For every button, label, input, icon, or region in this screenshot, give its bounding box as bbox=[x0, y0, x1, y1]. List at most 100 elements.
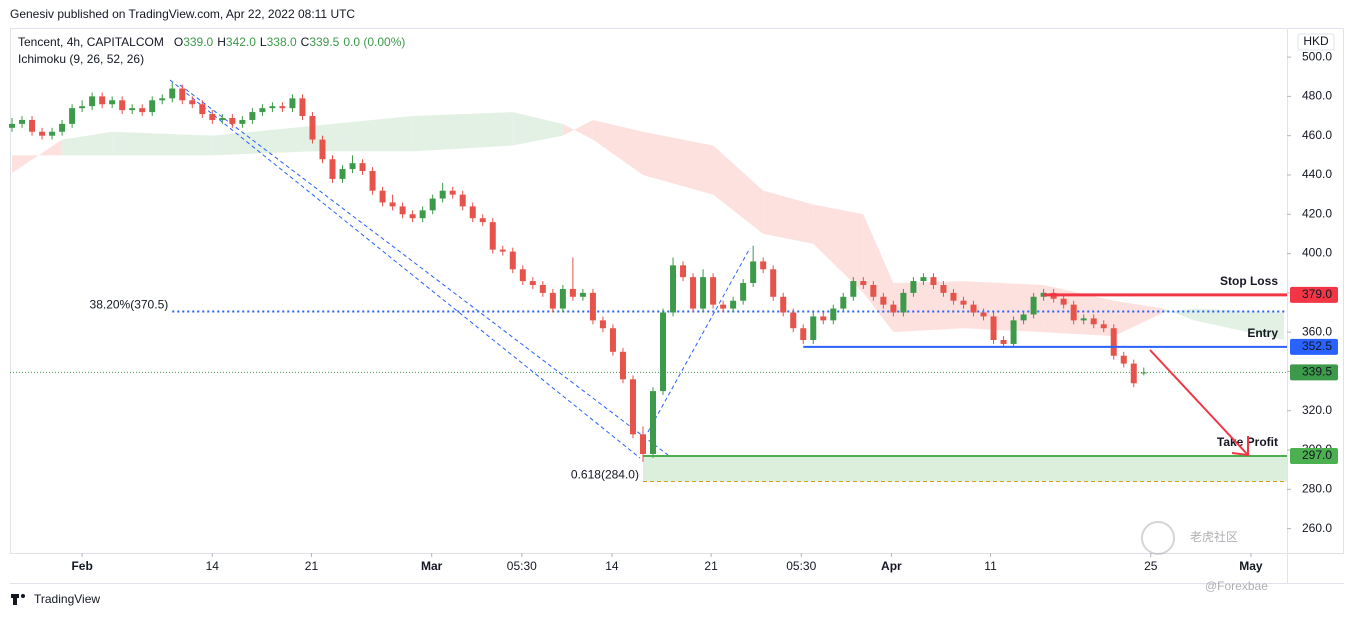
ichimoku-cloud bbox=[642, 131, 714, 195]
y-tick-label: 420.0 bbox=[1302, 206, 1332, 220]
candle-body bbox=[1080, 318, 1087, 321]
candle-body bbox=[750, 261, 757, 284]
candle-body bbox=[339, 169, 346, 179]
candle-body bbox=[619, 351, 626, 380]
candle-body bbox=[79, 106, 86, 109]
price-badge bbox=[1290, 286, 1338, 303]
fib-label: 38.20%(370.5) bbox=[90, 298, 169, 312]
candle-body bbox=[710, 277, 717, 305]
candle-body bbox=[429, 198, 436, 211]
candle-body bbox=[880, 296, 887, 305]
candle-body bbox=[149, 100, 156, 113]
ohlc-change: 0.0 (0.00%) bbox=[343, 35, 405, 49]
level-name: Entry bbox=[1247, 326, 1278, 340]
candle-body bbox=[179, 88, 186, 101]
symbol-legend: Tencent, 4h, CAPITALCOM O339.0 H342.0 L338.… bbox=[18, 35, 405, 49]
watermark-name: 老虎社区 bbox=[1190, 529, 1238, 544]
ohlc-value: 339.5 bbox=[309, 35, 339, 49]
candle-body bbox=[670, 265, 677, 313]
x-tick-label: 05:30 bbox=[786, 559, 816, 573]
candle-body bbox=[489, 222, 496, 250]
x-tick-label: 25 bbox=[1144, 559, 1158, 573]
candle-body bbox=[449, 190, 456, 195]
candle-body bbox=[850, 281, 857, 297]
candle-body bbox=[539, 284, 546, 293]
candle-body bbox=[469, 206, 476, 219]
candle-body bbox=[479, 218, 486, 223]
candle-body bbox=[920, 277, 927, 282]
symbol: Tencent, 4h, CAPITALCOM bbox=[18, 35, 164, 49]
currency-box bbox=[1297, 33, 1335, 51]
ohlc-key: H bbox=[217, 35, 226, 49]
target-arrow bbox=[1149, 349, 1249, 457]
candle-body bbox=[1070, 304, 1077, 321]
candle-body bbox=[9, 123, 16, 128]
candle-body bbox=[439, 190, 446, 199]
candle-body bbox=[1030, 296, 1037, 315]
candle-body bbox=[680, 265, 687, 278]
candle-body bbox=[1020, 314, 1027, 321]
candle-body bbox=[239, 119, 246, 124]
candle-body bbox=[599, 320, 606, 329]
price-badge bbox=[1290, 364, 1338, 381]
price-badge-label: 297.0 bbox=[1302, 448, 1332, 462]
candle-body bbox=[780, 296, 787, 313]
candle-body bbox=[579, 292, 586, 297]
ohlc-value: 339.0 bbox=[183, 35, 213, 49]
candle-body bbox=[660, 312, 667, 392]
candle-body bbox=[700, 277, 707, 309]
x-tick-label: Apr bbox=[881, 559, 902, 573]
candle-body bbox=[189, 100, 196, 105]
price-badge bbox=[1290, 447, 1338, 464]
price-badge-label: 352.5 bbox=[1302, 339, 1332, 353]
candle-body bbox=[369, 171, 376, 191]
ichimoku-cloud bbox=[1193, 308, 1284, 341]
ichimoku-cloud bbox=[763, 190, 814, 244]
candle-body bbox=[389, 202, 396, 207]
ichimoku-cloud bbox=[562, 119, 593, 140]
candle-body bbox=[800, 328, 807, 341]
candle-body bbox=[589, 292, 596, 321]
currency: HKD bbox=[1303, 34, 1329, 48]
ohlc-key: L bbox=[260, 35, 267, 49]
candle-body bbox=[890, 304, 897, 313]
ichimoku-cloud bbox=[813, 204, 864, 293]
candle-body bbox=[569, 288, 576, 297]
candle-body bbox=[399, 206, 406, 215]
candle-body bbox=[229, 117, 236, 124]
take-profit-zone bbox=[642, 455, 1287, 482]
candle-body bbox=[419, 210, 426, 219]
tv-logo bbox=[11, 594, 25, 605]
candle-body bbox=[29, 119, 36, 132]
candle-body bbox=[950, 292, 957, 301]
candle-body bbox=[840, 296, 847, 309]
y-tick-label: 260.0 bbox=[1302, 521, 1332, 535]
price-badge-label: 339.5 bbox=[1302, 365, 1332, 379]
candle-body bbox=[359, 163, 366, 172]
ohlc-key: C bbox=[301, 35, 310, 49]
candle-body bbox=[299, 98, 306, 117]
y-tick-label: 480.0 bbox=[1302, 89, 1332, 103]
candle-body bbox=[279, 106, 286, 109]
candle-body bbox=[870, 284, 877, 297]
candle-body bbox=[990, 316, 997, 341]
candle-body bbox=[169, 88, 176, 99]
candle-body bbox=[459, 194, 466, 207]
watermark: 老虎社区 @Forexbae bbox=[1141, 521, 1268, 593]
candle-body bbox=[730, 300, 737, 309]
candle-body bbox=[820, 316, 827, 321]
candle-body bbox=[980, 312, 987, 317]
candle-body bbox=[409, 214, 416, 219]
x-tick-label: May bbox=[1239, 559, 1263, 573]
indicator-legend: Ichimoku (9, 26, 52, 26) bbox=[18, 52, 144, 66]
candle-body bbox=[289, 98, 296, 109]
candle-body bbox=[209, 114, 216, 120]
candle-body bbox=[549, 292, 556, 309]
x-tick-label: 05:30 bbox=[507, 559, 537, 573]
candle-body bbox=[810, 316, 817, 341]
ichimoku-cloud bbox=[312, 116, 413, 152]
candle-body bbox=[639, 434, 646, 454]
candle-body bbox=[559, 288, 566, 309]
x-tick-label: Mar bbox=[421, 559, 443, 573]
